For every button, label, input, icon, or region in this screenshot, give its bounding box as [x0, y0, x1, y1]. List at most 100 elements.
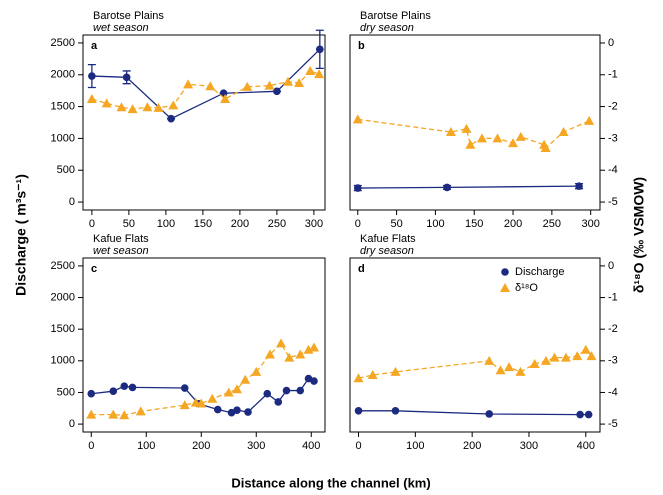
y-tick-label: 1500 [51, 100, 75, 112]
panel-title: Kafue Flats [93, 233, 149, 245]
panel-letter: b [358, 40, 365, 52]
plot-frame [82, 257, 326, 433]
triangle-marker [86, 93, 97, 103]
plot-frame [82, 34, 326, 211]
x-tick-label: 400 [577, 440, 595, 452]
x-tick-label: 300 [247, 440, 265, 452]
x-tick-label: 150 [465, 218, 483, 230]
y2-tick-label: -2 [608, 100, 618, 112]
x-tick-label: 100 [406, 440, 424, 452]
triangle-marker [560, 352, 571, 362]
triangle-marker [461, 123, 472, 133]
triangle-marker [484, 355, 495, 365]
x-tick-label: 300 [520, 440, 538, 452]
y-tick-label: 1000 [51, 355, 75, 367]
panel-subtitle: dry season [360, 245, 414, 257]
circle-marker [296, 386, 305, 395]
triangle-marker [305, 65, 316, 75]
y-tick-label: 2500 [51, 260, 75, 272]
legend-marker [501, 268, 509, 276]
y-tick-label: 0 [69, 196, 75, 208]
y-tick-label: 1500 [51, 323, 75, 335]
circle-marker [353, 184, 362, 192]
panel-subtitle: wet season [93, 245, 149, 257]
triangle-marker [153, 102, 164, 112]
y2-tick-label: 0 [608, 260, 614, 272]
triangle-marker [276, 338, 286, 348]
circle-marker [391, 407, 400, 415]
triangle-marker [142, 102, 153, 112]
x-tick-label: 0 [355, 218, 361, 230]
panel-subtitle: wet season [93, 22, 149, 34]
circle-marker [122, 73, 131, 82]
circle-marker [576, 410, 584, 419]
circle-marker [354, 407, 363, 415]
panel-letter: a [91, 40, 98, 52]
triangle-marker [127, 104, 138, 114]
triangle-marker [495, 365, 506, 375]
y2-tick-label: -3 [608, 355, 618, 367]
circle-marker [485, 410, 494, 418]
triangle-marker [492, 133, 503, 143]
circle-marker [443, 183, 451, 192]
triangle-marker [264, 80, 275, 90]
legend-marker [500, 283, 510, 292]
triangle-marker [584, 115, 595, 125]
circle-marker [213, 405, 222, 414]
triangle-marker [86, 409, 97, 419]
triangle-marker [183, 79, 194, 89]
triangle-marker [135, 406, 146, 416]
triangle-marker [101, 98, 112, 108]
x-tick-label: 50 [123, 218, 135, 230]
x-tick-label: 0 [88, 440, 94, 452]
triangle-marker [541, 355, 552, 365]
series-line [357, 118, 590, 150]
x-tick-label: 100 [137, 440, 155, 452]
triangle-marker [284, 352, 295, 362]
circle-marker [282, 386, 291, 395]
triangle-marker [508, 138, 519, 148]
x-tick-label: 200 [231, 218, 249, 230]
series-line [91, 70, 320, 110]
triangle-marker [352, 114, 363, 124]
y2-tick-label: -1 [608, 291, 618, 303]
series-line [357, 185, 580, 189]
y-tick-label: 500 [57, 164, 75, 176]
circle-marker [180, 384, 189, 392]
triangle-marker [220, 93, 231, 103]
circle-marker [263, 389, 272, 398]
y-tick-label: 2500 [51, 37, 75, 49]
legend-label: Discharge [515, 266, 565, 278]
y-tick-label: 2000 [51, 291, 75, 303]
triangle-marker [251, 366, 262, 376]
y-axis-label: Discharge ( m³s⁻¹) [13, 174, 29, 296]
triangle-marker [240, 374, 251, 384]
circle-marker [584, 410, 593, 419]
triangle-marker [295, 349, 306, 359]
x-tick-label: 0 [89, 218, 95, 230]
circle-marker [167, 114, 175, 123]
plot-frame [349, 34, 601, 211]
triangle-marker [116, 102, 127, 112]
triangle-marker [529, 358, 540, 368]
circle-marker [273, 87, 281, 96]
x-tick-label: 0 [355, 440, 361, 452]
triangle-marker [367, 370, 378, 380]
x-tick-label: 200 [504, 218, 522, 230]
x-tick-label: 300 [305, 218, 323, 230]
triangle-marker [465, 139, 476, 149]
y2-tick-label: -3 [608, 132, 618, 144]
y2-tick-label: -2 [608, 323, 618, 335]
triangle-marker [445, 127, 456, 137]
circle-marker [128, 383, 137, 392]
circle-marker [233, 406, 241, 414]
triangle-marker [549, 352, 560, 362]
y-tick-label: 2000 [51, 69, 75, 81]
y2-tick-label: 0 [608, 37, 614, 49]
triangle-marker [223, 387, 234, 397]
triangle-marker [119, 410, 130, 420]
x-tick-label: 200 [192, 440, 210, 452]
triangle-marker [353, 373, 364, 383]
